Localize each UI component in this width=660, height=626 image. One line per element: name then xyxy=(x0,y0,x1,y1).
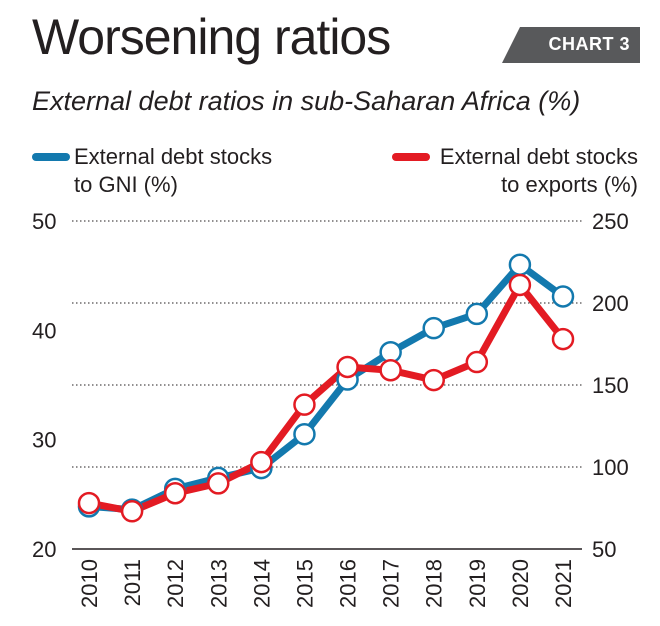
legend-label-exports-line1: External debt stocks xyxy=(439,144,638,169)
series-line-exports xyxy=(85,281,567,515)
data-point-gni xyxy=(465,302,489,326)
data-point-gni xyxy=(293,422,316,446)
chart-title: Worsening ratios xyxy=(32,9,391,65)
x-tick-label: 2014 xyxy=(249,559,274,608)
chart-badge: CHART 3 xyxy=(502,27,640,63)
x-tick-label: 2021 xyxy=(551,559,576,608)
legend-exports: External debt stocks to exports (%) xyxy=(391,143,638,199)
data-point-gni xyxy=(551,285,575,308)
y-right-tick-label: 200 xyxy=(592,291,629,316)
legend-swatch-gni xyxy=(32,153,70,161)
x-tick-label: 2013 xyxy=(206,559,231,608)
legend-gni: External debt stocks to GNI (%) xyxy=(32,143,272,199)
x-tick-label: 2017 xyxy=(379,559,404,608)
legend-label-exports-line2: to exports (%) xyxy=(501,172,638,197)
badge-shape xyxy=(502,27,640,63)
legend-swatch-exports xyxy=(391,153,430,161)
legend-label-gni-line2: to GNI (%) xyxy=(74,172,178,197)
data-point-gni xyxy=(422,316,445,340)
x-tick-label: 2020 xyxy=(508,559,533,608)
y-left-tick-label: 40 xyxy=(32,318,56,343)
x-tick-label: 2019 xyxy=(465,559,490,608)
y-left-tick-label: 30 xyxy=(32,428,56,453)
data-point-exports xyxy=(422,368,445,392)
data-point-exports xyxy=(508,273,532,297)
badge-label: CHART 3 xyxy=(548,34,630,54)
data-point-exports xyxy=(77,491,101,515)
legend-label-gni-line1: External debt stocks xyxy=(74,144,273,169)
data-point-gni xyxy=(508,253,532,276)
chart-subtitle: External debt ratios in sub-Saharan Afri… xyxy=(32,86,581,116)
x-tick-label: 2011 xyxy=(120,559,145,606)
data-point-exports xyxy=(163,481,187,505)
x-tick-label: 2015 xyxy=(292,559,317,608)
y-right-tick-label: 250 xyxy=(592,209,629,234)
x-tick-label: 2018 xyxy=(422,559,447,608)
y-left-tick-label: 20 xyxy=(32,537,56,562)
y-right-tick-label: 150 xyxy=(592,373,629,398)
data-point-exports xyxy=(207,472,230,495)
data-point-exports xyxy=(379,358,402,382)
y-left-tick-label: 50 xyxy=(32,209,56,234)
x-tick-label: 2016 xyxy=(336,559,361,608)
data-point-exports xyxy=(120,500,144,523)
data-point-exports xyxy=(336,355,359,379)
x-tick-label: 2010 xyxy=(77,559,102,608)
data-point-exports xyxy=(293,393,316,416)
data-point-exports xyxy=(551,327,575,351)
y-right-tick-label: 100 xyxy=(592,455,629,480)
data-point-exports xyxy=(465,350,489,374)
y-right-tick-label: 50 xyxy=(592,537,616,562)
x-tick-label: 2012 xyxy=(163,559,188,608)
data-point-exports xyxy=(250,450,273,474)
